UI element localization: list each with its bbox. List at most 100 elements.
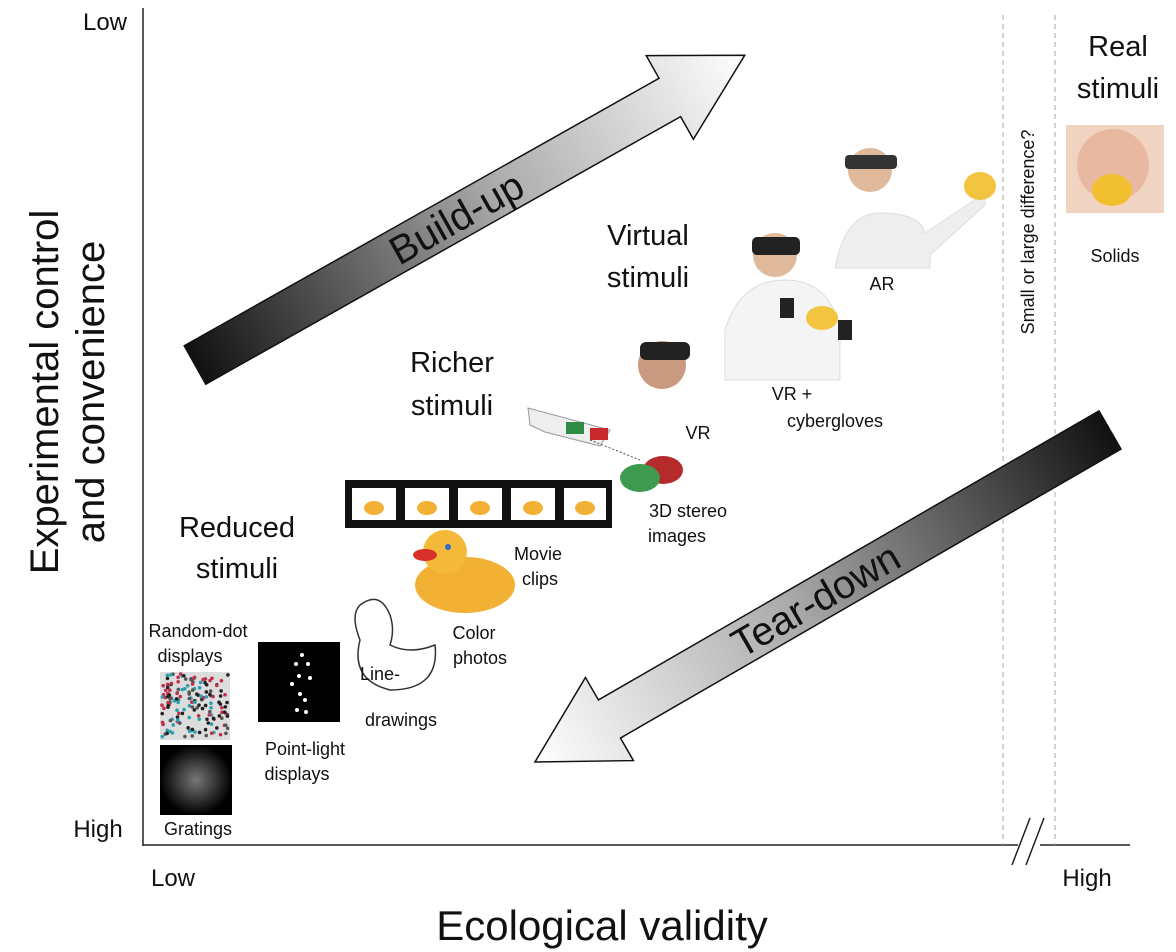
x-high-label: High — [1062, 865, 1111, 892]
arrow-label: Tear-down — [724, 535, 908, 666]
group-label: stimuli — [411, 390, 493, 422]
y-title: Experimental control and convenience — [23, 210, 113, 575]
y-title-line: and convenience — [69, 241, 113, 543]
texture-dot — [191, 688, 195, 692]
texture-dot — [182, 708, 186, 712]
vr-gloves-person — [725, 233, 852, 380]
item-label: cybergloves — [787, 411, 883, 431]
item-label: VR — [685, 423, 710, 443]
texture-dot — [177, 712, 181, 716]
duck — [964, 172, 996, 200]
item-label: displays — [264, 764, 329, 784]
texture-dot — [187, 692, 191, 696]
texture-dot — [219, 694, 223, 698]
texture-dot — [176, 718, 180, 722]
texture-dot — [209, 689, 213, 693]
texture-dot — [181, 712, 185, 716]
texture-dot — [168, 693, 172, 697]
arrow-label: Build-up — [382, 163, 531, 273]
ar-person — [835, 148, 996, 268]
dot — [306, 662, 310, 666]
texture-dot — [179, 672, 183, 676]
texture-dot — [161, 723, 165, 727]
tear-down-arrow: Tear-down — [511, 388, 1134, 803]
item-label: Movie — [514, 544, 562, 564]
y-low-label: Low — [83, 9, 128, 36]
item-label: AR — [869, 274, 894, 294]
green-duck — [620, 464, 660, 492]
texture-dot — [160, 735, 164, 739]
texture-dot — [191, 728, 195, 732]
texture-dot — [175, 697, 179, 701]
texture-dot — [198, 686, 202, 690]
texture-dot — [226, 673, 230, 677]
texture-dot — [176, 715, 180, 719]
texture-dot — [210, 676, 214, 680]
group-label: stimuli — [1077, 73, 1159, 105]
duck — [1092, 174, 1132, 206]
texture-dot — [205, 690, 209, 694]
dot — [298, 692, 302, 696]
texture-dot — [204, 734, 208, 738]
item-label: Line- — [360, 664, 400, 684]
texture-dot — [204, 728, 208, 732]
head — [848, 148, 892, 192]
x-title: Ecological validity — [436, 902, 768, 949]
texture-dot — [204, 704, 208, 708]
texture-dot — [206, 721, 210, 725]
texture-dot — [191, 705, 195, 709]
texture-dot — [171, 731, 175, 735]
texture-dot — [175, 708, 179, 712]
baby-photo — [1066, 125, 1164, 213]
mini-duck — [575, 501, 595, 515]
texture-dot — [224, 723, 228, 727]
texture-dot — [217, 700, 221, 704]
texture-dot — [223, 693, 227, 697]
texture-dot — [170, 682, 174, 686]
dot — [304, 710, 308, 714]
texture-dot — [218, 714, 222, 718]
texture-dot — [186, 726, 190, 730]
gratings-image — [160, 745, 232, 815]
texture-dot — [226, 726, 230, 730]
point-light-image — [258, 642, 340, 722]
texture-dot — [198, 731, 202, 735]
texture-dot — [166, 677, 170, 681]
item-label: drawings — [365, 710, 437, 730]
texture-dot — [208, 710, 212, 714]
dot — [300, 653, 304, 657]
group-label: Real — [1088, 31, 1148, 63]
texture-dot — [186, 684, 190, 688]
texture-dot — [220, 706, 224, 710]
mini-duck — [523, 501, 543, 515]
texture-dot — [193, 701, 197, 705]
dot — [308, 676, 312, 680]
headset — [845, 155, 897, 169]
texture-dot — [197, 714, 201, 718]
texture-dot — [219, 733, 223, 737]
texture-dot — [195, 692, 199, 696]
y-high-label: High — [73, 816, 122, 843]
texture-dot — [197, 717, 201, 721]
texture-dot — [195, 706, 199, 710]
texture-dot — [205, 717, 209, 721]
item-label: Solids — [1090, 246, 1139, 266]
item-label: 3D stereo — [649, 501, 727, 521]
texture-dot — [205, 683, 209, 687]
texture-dot — [208, 713, 212, 717]
texture-dot — [168, 688, 172, 692]
lens-green — [566, 422, 584, 434]
texture-dot — [209, 706, 213, 710]
texture-dot — [215, 684, 219, 688]
glove — [780, 298, 794, 318]
y-title-line: Experimental control — [23, 210, 67, 575]
texture-dot — [189, 677, 193, 681]
mini-duck — [364, 501, 384, 515]
texture-dot — [219, 689, 223, 693]
texture-dot — [164, 689, 168, 693]
texture-dot — [199, 681, 203, 685]
color-photo-duck — [413, 530, 515, 613]
texture-dot — [161, 684, 165, 688]
texture-dot — [212, 717, 216, 721]
texture-dot — [175, 691, 179, 695]
